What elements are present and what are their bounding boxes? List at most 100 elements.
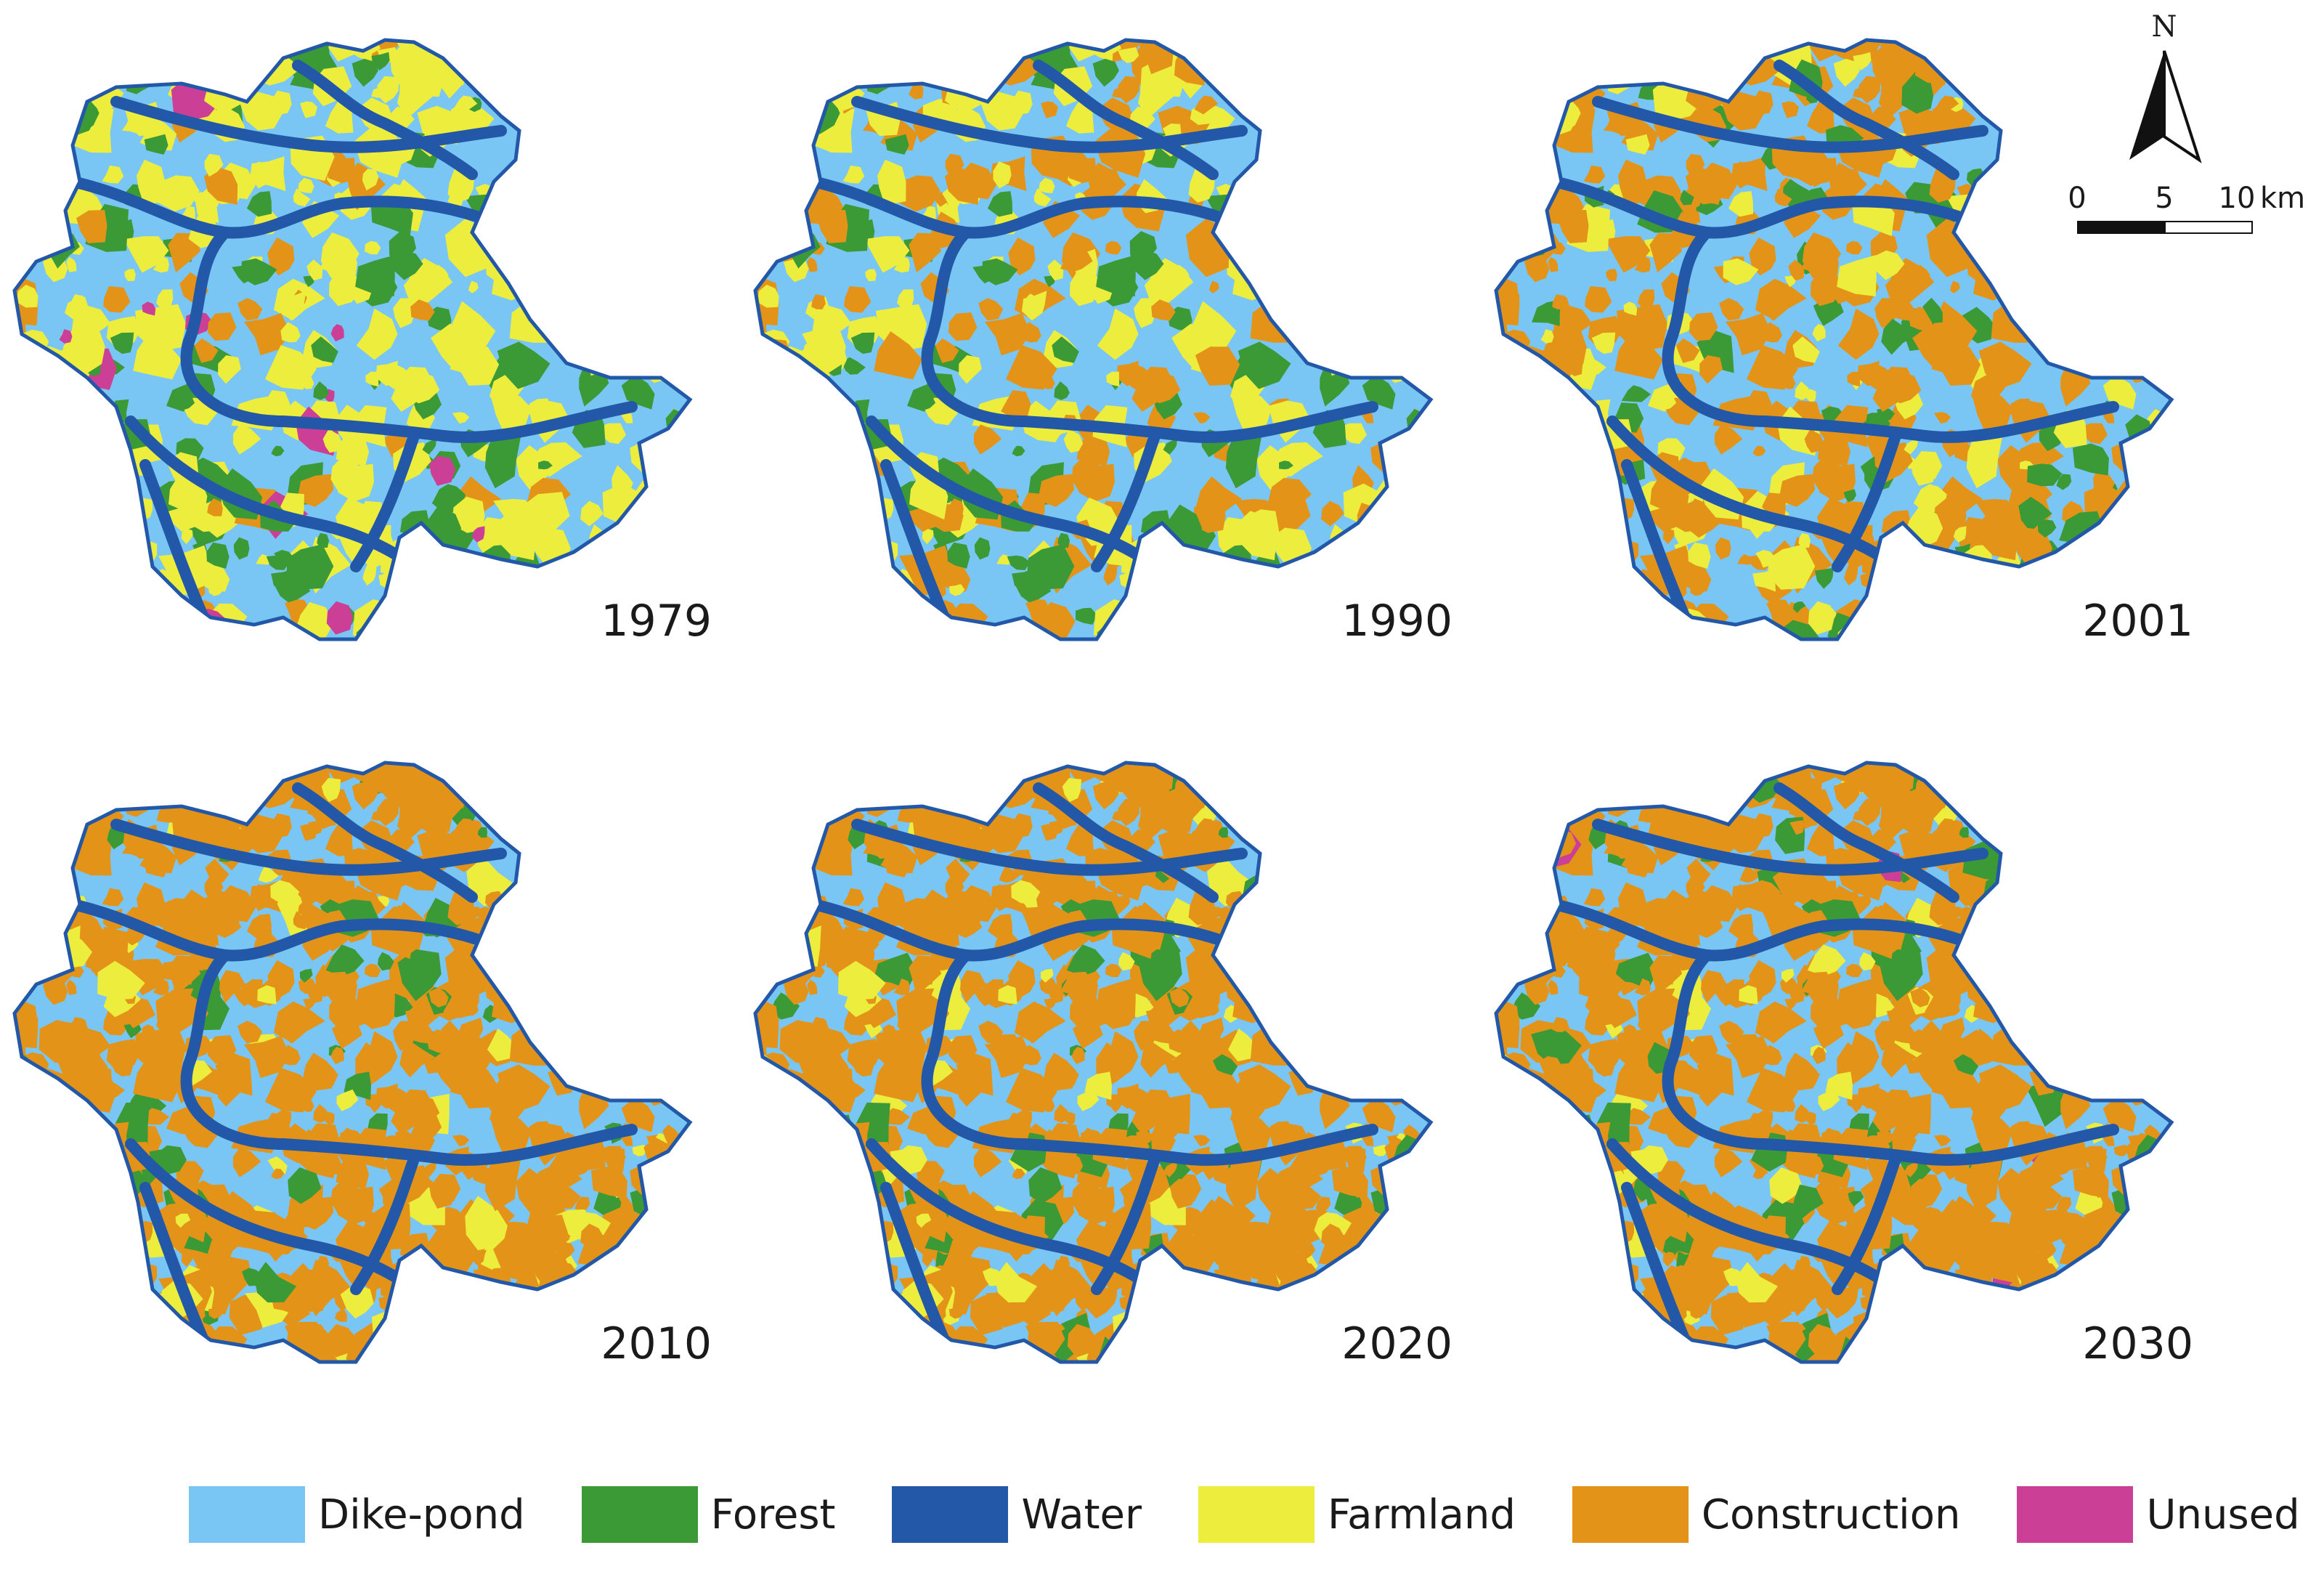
construction-patch [1382,112,1431,147]
construction-patch [87,1259,102,1274]
construction-patch [1576,497,1620,534]
construction-patch [2137,876,2171,913]
farmland-patch [994,1262,1038,1303]
unused-patch [64,405,89,437]
construction-patch [1151,299,1176,321]
construction-patch [489,238,503,249]
construction-patch [784,981,809,1005]
farmland-patch [1548,607,1581,639]
forest-patch [800,500,818,522]
farmland-patch [1343,60,1380,94]
construction-patch [620,800,651,830]
construction-patch [2123,763,2162,782]
farmland-patch [1206,586,1252,621]
construction-patch [553,872,564,884]
construction-patch [1357,101,1372,120]
construction-patch [2047,293,2078,329]
construction-patch [601,870,639,917]
farmland-patch [94,497,138,534]
construction-patch [1662,529,1675,545]
construction-patch [604,946,635,972]
construction-patch [1298,947,1332,982]
scale-unit: km [2260,182,2306,215]
farmland-patch [1341,184,1361,203]
construction-patch [1291,923,1333,962]
construction-patch [15,915,38,935]
construction-patch [94,1284,110,1303]
construction-patch [1136,1325,1148,1339]
construction-patch [874,1054,922,1103]
farmland-patch [580,500,604,527]
farmland-patch [641,112,690,147]
construction-patch [651,1041,681,1070]
construction-patch [222,777,252,803]
forest-patch [1526,1167,1580,1207]
construction-patch [1147,402,1177,434]
forest-patch [1879,949,1923,1002]
construction-patch [630,803,666,832]
construction-patch [2142,895,2157,911]
forest-patch [59,500,78,522]
construction-patch [897,175,940,212]
farmland-patch [1386,263,1413,294]
construction-patch [975,763,1002,784]
construction-patch [885,763,927,797]
construction-patch [874,331,922,380]
forest-patch [917,394,936,410]
farmland-patch [788,564,800,578]
forest-patch [782,1103,802,1126]
construction-patch [406,1284,431,1305]
construction-patch [219,970,245,1004]
construction-patch [127,769,137,783]
construction-patch [1063,1151,1084,1176]
construction-patch [1194,1289,1222,1317]
construction-patch [1307,806,1351,850]
construction-patch [1557,538,1593,576]
farmland-patch [877,159,906,206]
construction-patch [1969,1028,1996,1062]
construction-patch [2018,201,2043,241]
forest-patch [2072,443,2109,476]
construction-patch [1277,763,1317,804]
construction-patch [787,763,804,774]
construction-patch [429,1178,456,1209]
construction-patch [410,1022,435,1044]
construction-patch [625,196,641,213]
construction-patch [1251,923,1272,948]
construction-patch [153,978,169,996]
forest-patch [1712,40,1733,53]
construction-patch [1636,1043,1649,1065]
farmland-patch [239,92,283,131]
farmland-patch [2105,796,2133,820]
forest-patch [850,332,875,354]
construction-patch [809,1112,843,1146]
construction-patch [1212,1249,1226,1265]
forest-patch [524,49,542,69]
forest-patch [1524,1093,1572,1147]
construction-patch [2009,769,2043,807]
construction-patch [371,810,385,821]
construction-patch [1496,1112,1536,1169]
construction-patch [877,1315,911,1349]
farmland-patch [64,545,86,566]
construction-patch [566,806,610,850]
construction-patch [2001,825,2023,854]
construction-patch [176,1116,195,1133]
farmland-patch [2134,835,2150,854]
construction-patch [2115,559,2146,596]
construction-patch [506,1299,540,1331]
construction-patch [1230,960,1243,972]
construction-patch [1496,456,1519,500]
construction-patch [2042,1018,2062,1037]
construction-patch [496,771,519,790]
farmland-patch [566,84,610,127]
construction-patch [1275,860,1309,897]
construction-patch [1195,1069,1240,1108]
farmland-patch [1607,587,1639,633]
construction-patch [766,546,780,560]
construction-patch [868,769,878,783]
construction-patch [1548,256,1559,272]
construction-patch [2011,962,2053,1001]
construction-patch [1699,1078,1723,1107]
construction-patch [1689,1221,1705,1239]
